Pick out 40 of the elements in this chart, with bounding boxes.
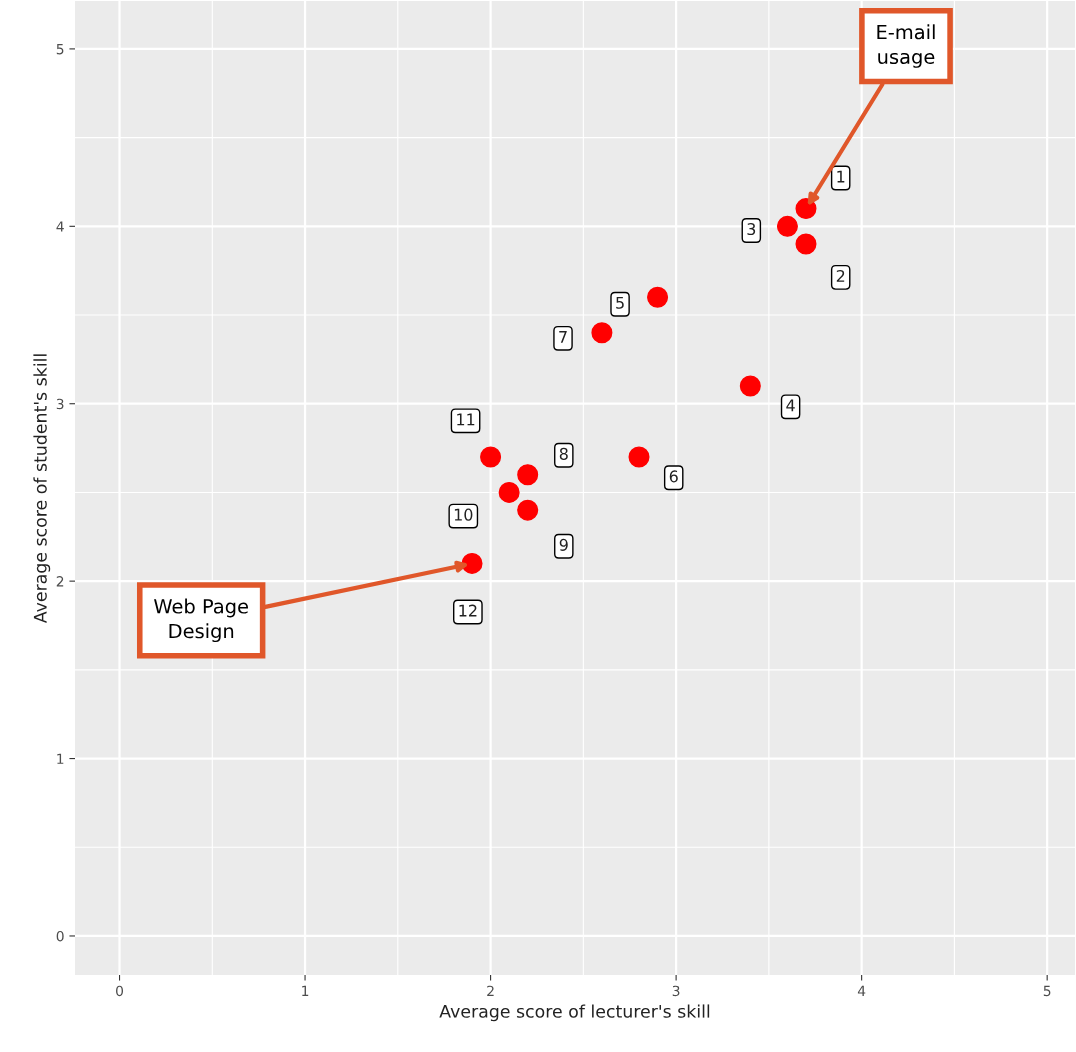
- point: [776, 215, 798, 237]
- y-tick-label: 1: [57, 753, 64, 764]
- y-tick-label: 2: [56, 576, 64, 587]
- annotation: 11: [457, 413, 475, 426]
- annotation: 7: [559, 331, 567, 343]
- y-tick-label: 0: [56, 930, 64, 942]
- x-tick-label: 4: [857, 985, 866, 996]
- point: [795, 233, 817, 255]
- point: [739, 375, 761, 397]
- point: [795, 198, 817, 220]
- point: [591, 322, 613, 344]
- annotation: 3: [747, 223, 756, 236]
- point: [498, 481, 520, 503]
- x-tick-label: 5: [1043, 985, 1051, 997]
- annotation: 4: [786, 399, 795, 412]
- point: [647, 286, 669, 308]
- point: [517, 464, 539, 486]
- annotation: 2: [836, 269, 845, 282]
- annotation: 1: [837, 170, 845, 183]
- point: [461, 552, 483, 574]
- annotation: 9: [559, 538, 568, 551]
- annotation: 10: [454, 508, 473, 521]
- annotation: 12: [459, 604, 477, 617]
- x-tick-label: 2: [487, 985, 494, 996]
- x-tick-label: 1: [302, 985, 309, 996]
- annotation: Web Page Design: [154, 598, 248, 643]
- y-tick-label: 5: [56, 44, 64, 55]
- point: [628, 446, 650, 468]
- annotation: E-mail usage: [877, 24, 935, 68]
- x-tick-label: 0: [116, 985, 124, 997]
- y-tick-label: 4: [56, 221, 64, 232]
- x-tick-label: 3: [672, 985, 680, 997]
- annotation: 5: [616, 296, 624, 309]
- annotation: 8: [559, 447, 568, 460]
- y-axis-title: Average score of student's skill: [33, 354, 51, 624]
- y-tick-label: 3: [56, 398, 64, 410]
- x-axis-title: Average score of lecturer's skill: [439, 1004, 710, 1022]
- point: [480, 446, 502, 468]
- point: [517, 499, 539, 521]
- annotation: 6: [669, 470, 678, 483]
